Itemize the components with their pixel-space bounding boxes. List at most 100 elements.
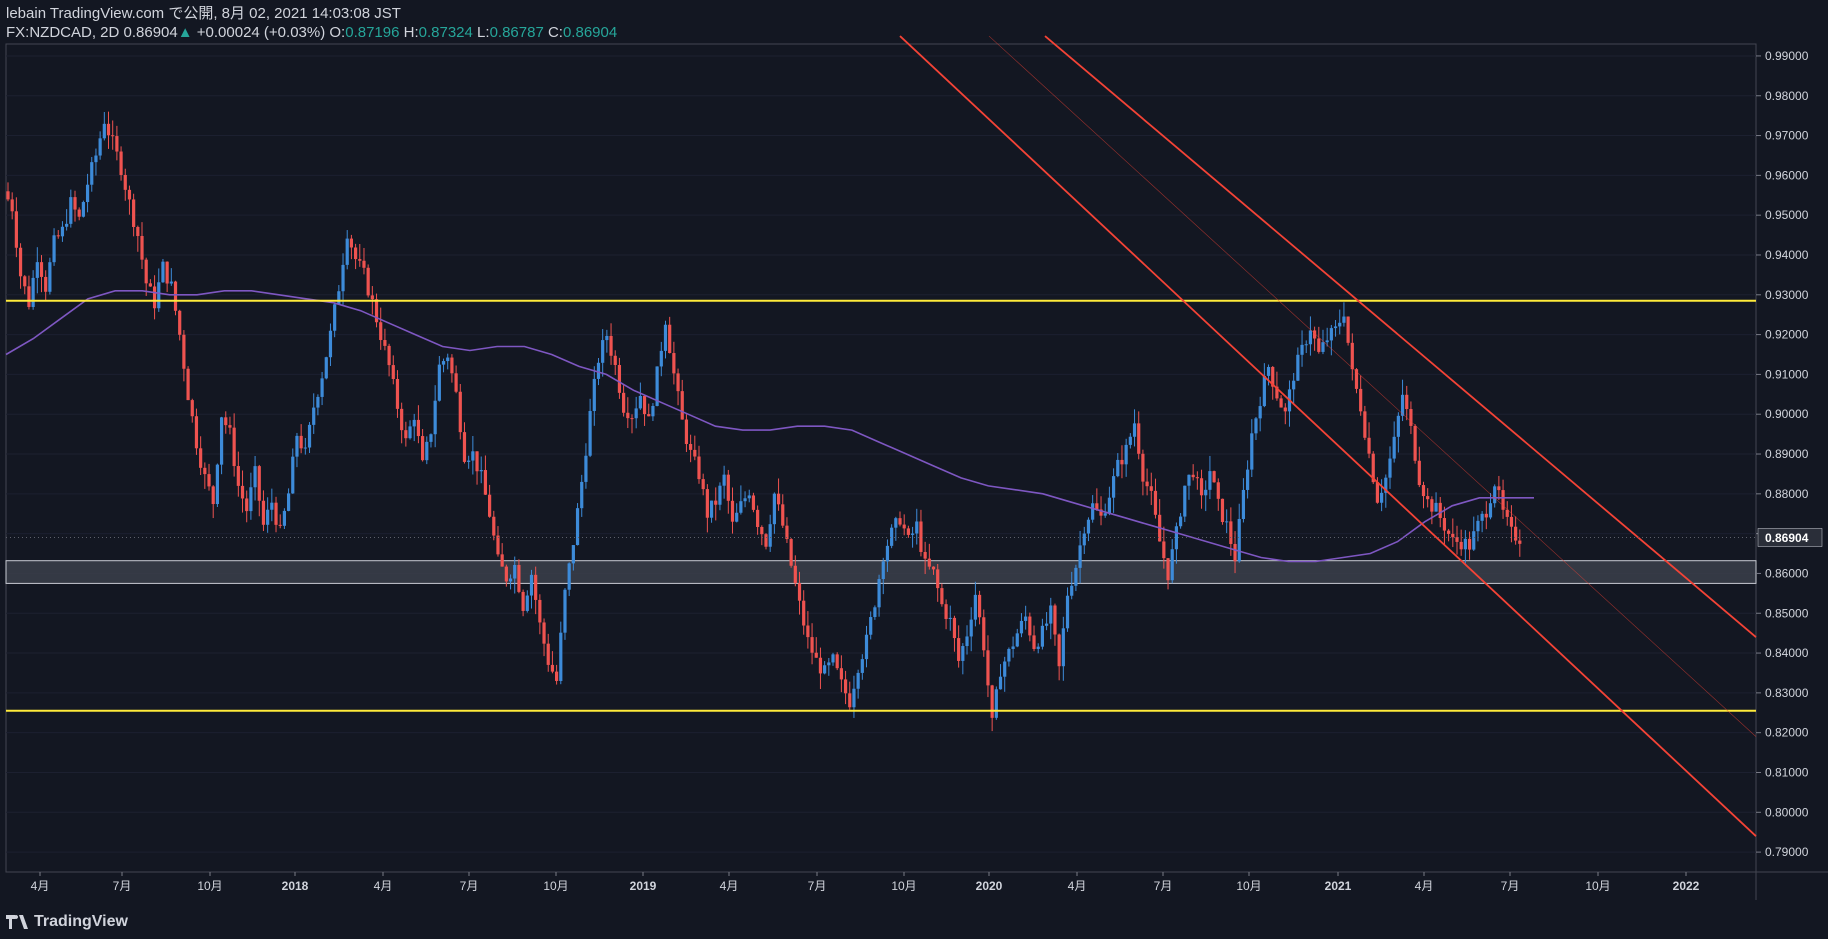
price-tick-label: 0.91000 [1765,367,1809,381]
candle-body [538,599,542,623]
candle-body [1279,398,1283,408]
time-axis[interactable]: 4月 7月 10月 2018 4月 7月 10月 2019 4月 7月 10月 2020 4月 7月 10月… [31,872,1700,893]
candle-body [797,583,802,601]
candle-body [425,441,429,461]
candle-body [977,594,982,618]
candle-body [349,238,354,248]
candle-body [1325,340,1329,343]
candle-body [1514,526,1518,541]
support-zone[interactable] [5,560,1757,584]
candle-body [1145,481,1149,487]
candle-body [529,574,534,596]
candle-body [157,282,161,309]
candle-body [894,518,898,528]
candle-body [1271,366,1275,387]
candle-body [835,654,839,669]
candle-body [1384,477,1388,493]
candle-body [1409,409,1413,426]
candle-body [898,518,902,525]
candle-body [219,417,224,465]
candle-body [282,510,286,526]
candle-body [957,638,961,661]
price-tick-label: 0.84000 [1765,646,1809,660]
candle-body [881,561,885,580]
trend-channel[interactable] [899,35,1757,837]
candle-body [952,617,957,639]
candle-body [39,262,44,277]
candle-body [680,391,684,420]
candle-body [1007,648,1011,662]
time-tick-label: 10月 [543,879,568,893]
low-label: L: [477,24,490,41]
candle-body [575,508,580,546]
candle-body [1375,482,1380,503]
candle-body [852,688,856,708]
candle-body [1199,478,1204,496]
candle-body [441,361,446,365]
candle-body [303,447,307,449]
candle-body [1082,533,1086,546]
candle-body [1321,342,1325,352]
candle-body [1208,471,1212,490]
candle-body [362,260,366,268]
candle-body [1044,623,1049,626]
candle-body [793,565,797,584]
candle-body [814,652,818,658]
candle-body [555,671,559,681]
candle-body [136,227,140,237]
candle-body [379,322,383,341]
price-tick-label: 0.99000 [1765,49,1809,63]
candle-body [85,184,90,203]
candle-body [1304,344,1308,346]
high-label: H: [403,24,419,41]
candle-body [789,539,793,566]
candle-body [1472,531,1476,550]
candle-body [144,259,148,284]
horizontal-levels[interactable] [6,299,1756,712]
time-tick-label: 2018 [282,879,309,893]
price-axis[interactable]: 0.99000 0.98000 0.97000 0.96000 0.95000 0.940… [6,49,1823,859]
candle-body [1329,328,1333,341]
candle-body [488,494,492,517]
candle-body [936,569,940,589]
candle-body [1455,537,1459,542]
candle-body [869,617,873,635]
candle-body [245,498,249,512]
candle-body [1350,342,1354,370]
candle-body [1488,503,1493,518]
candle-body [1434,502,1438,512]
candle-body [1459,541,1463,550]
candle-body [1246,469,1250,490]
candle-body [31,277,35,307]
candle-body [739,501,743,513]
candle-body [353,247,358,260]
candle-body [546,643,550,665]
channel-line [899,35,1757,837]
candle-body [1417,460,1421,486]
candle-body [60,226,65,237]
candle-body [1028,616,1032,636]
publish-line: lebain TradingView.com で公開, 8月 02, 2021 … [6,5,401,22]
candle-body [726,474,730,501]
candle-body [1367,437,1371,454]
candle-body [517,564,521,592]
price-tick-label: 0.82000 [1765,726,1809,740]
moving-average[interactable] [5,289,1534,563]
candle-body [320,378,324,397]
candle-body [69,197,73,224]
candle-body [1313,330,1317,339]
price-tick-label: 0.92000 [1765,328,1809,342]
candle-body [622,392,626,413]
candle-body [475,451,479,472]
candle-body [697,456,701,480]
price-tick-label: 0.97000 [1765,129,1809,143]
candle-body [1149,486,1153,491]
candle-body [173,281,178,311]
candle-body [199,448,203,468]
candle-body [1153,490,1158,515]
candle-body [534,574,538,600]
tradingview-logo[interactable]: TradingView [6,913,128,931]
candle-body [571,545,575,564]
time-tick-label: 7月 [113,879,132,893]
